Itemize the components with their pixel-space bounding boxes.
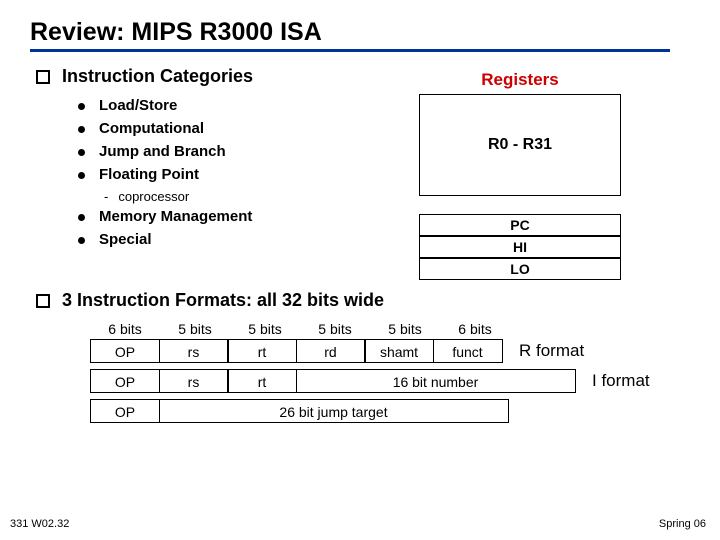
field-rt: rt [227,339,297,363]
list-item: Memory Management [99,208,252,225]
footer-left: 331 W02.32 [10,518,69,530]
list-item: Load/Store [99,97,177,114]
dot-icon [78,172,85,179]
list-item: Computational [99,120,204,137]
field-op: OP [90,339,160,363]
j-format-row: OP 26 bit jump target [90,399,690,423]
col-width: 5 bits [370,321,440,337]
dot-icon [78,237,85,244]
field-op: OP [90,369,160,393]
field-rd: rd [296,339,366,363]
field-rt: rt [227,369,297,393]
slide-title: Review: MIPS R3000 ISA [30,18,670,52]
dot-icon [78,126,85,133]
list-item: Floating Point [99,166,199,183]
section1-heading: Instruction Categories [62,66,253,87]
col-width: 5 bits [230,321,300,337]
field-imm: 16 bit number [296,369,576,393]
square-bullet-icon [36,70,50,84]
dot-icon [78,214,85,221]
pc-box: PC [419,214,621,236]
square-bullet-icon [36,294,50,308]
footer-right: Spring 06 [659,518,706,530]
list-item: Special [99,231,152,248]
field-target: 26 bit jump target [159,399,509,423]
i-format-label: I format [592,371,650,391]
dot-icon [78,149,85,156]
format-table: 6 bits 5 bits 5 bits 5 bits 5 bits 6 bit… [90,321,690,423]
field-funct: funct [433,339,503,363]
field-rs: rs [159,369,229,393]
col-width: 6 bits [440,321,510,337]
list-item: Jump and Branch [99,143,226,160]
field-shamt: shamt [364,339,434,363]
col-width: 5 bits [160,321,230,337]
col-width: 6 bits [90,321,160,337]
hi-box: HI [419,236,621,258]
dot-icon [78,103,85,110]
sub-list-item: coprocessor [118,189,189,204]
r-format-row: OP rs rt rd shamt funct R format [90,339,690,363]
col-width: 5 bits [300,321,370,337]
section2-heading: 3 Instruction Formats: all 32 bits wide [62,290,384,311]
dash-icon: - [104,189,108,204]
i-format-row: OP rs rt 16 bit number I format [90,369,690,393]
lo-box: LO [419,258,621,280]
register-file-box: R0 - R31 [419,94,621,196]
field-rs: rs [159,339,229,363]
r-format-label: R format [519,341,584,361]
registers-title: Registers [380,70,660,90]
field-op: OP [90,399,160,423]
